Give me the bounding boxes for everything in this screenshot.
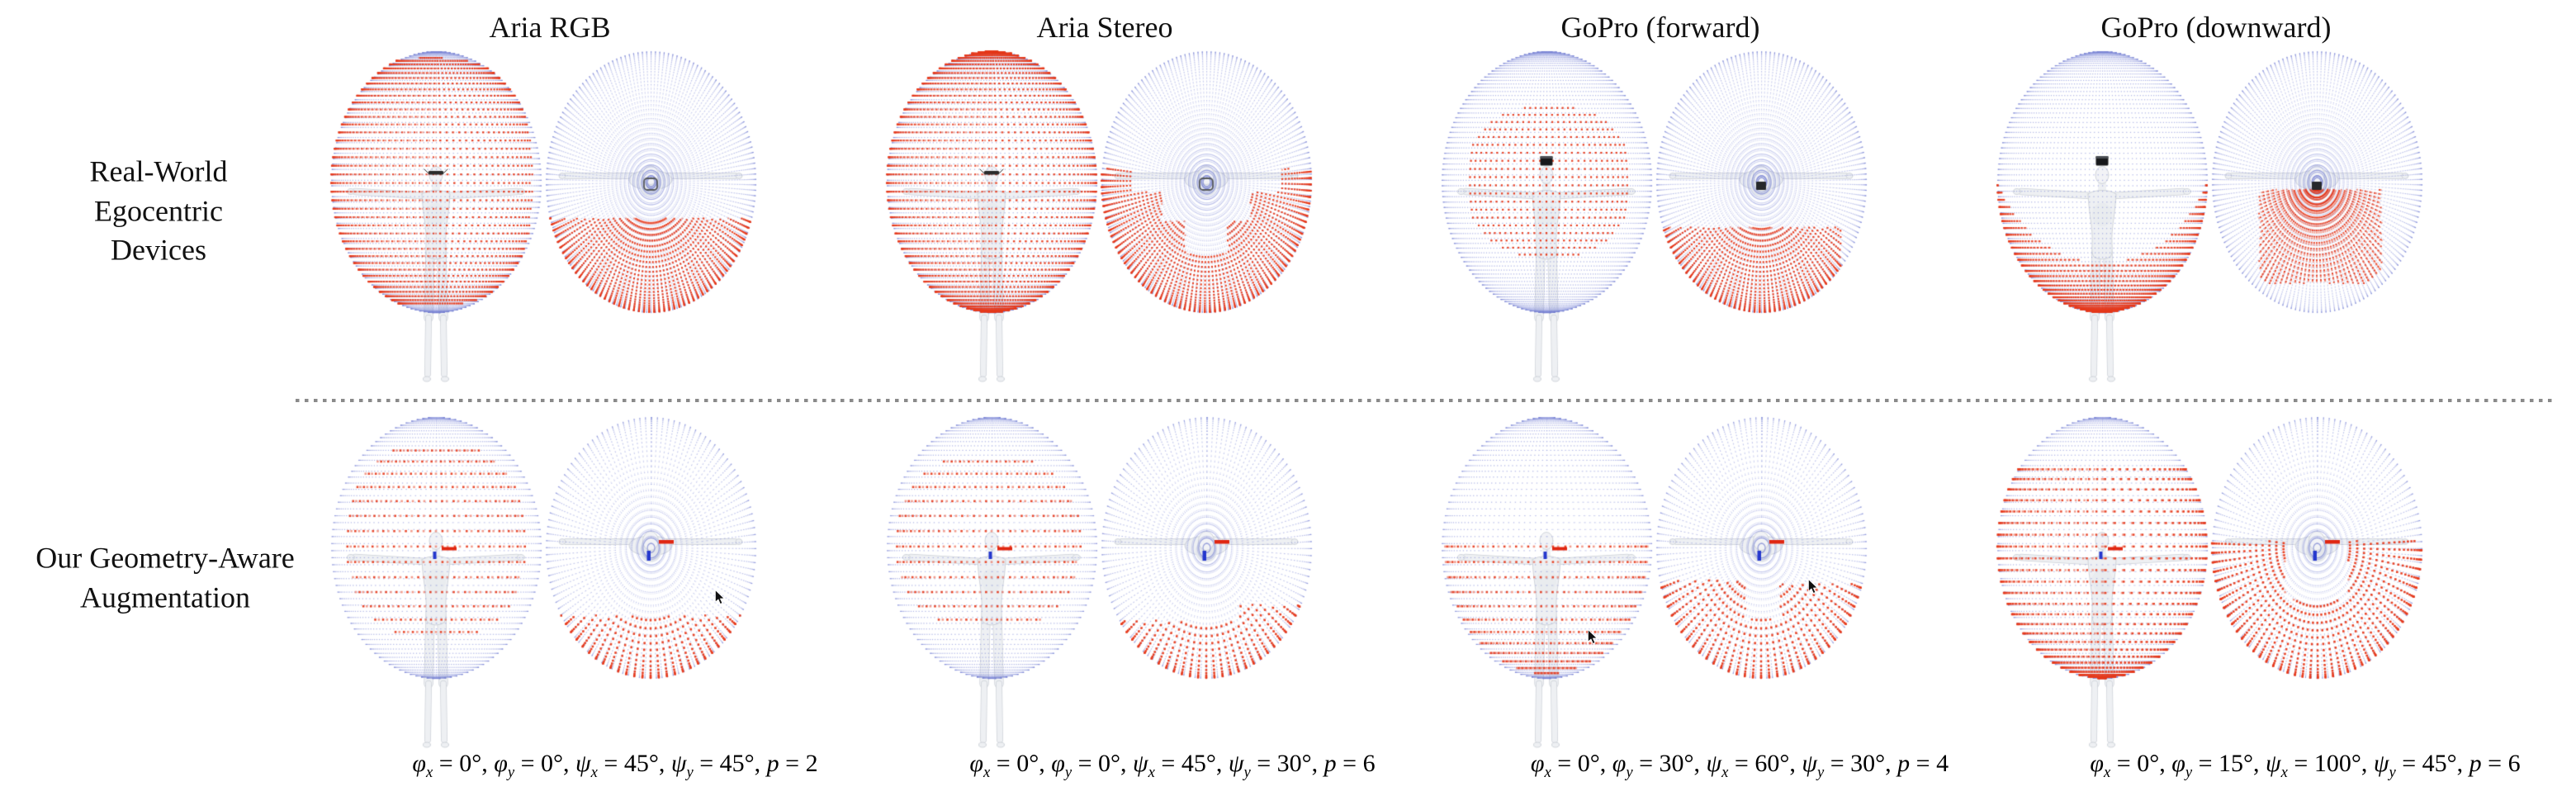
formula-symbol: p [1897, 750, 1911, 777]
panel-ours-aria-rgb-top-view [519, 411, 783, 762]
row-label-real-world-egocentric-devices: Real-World Egocentric Devices [89, 153, 227, 271]
formula-symbol: p [2469, 750, 2482, 777]
column-header-gopro-downward: GoPro (downward) [2100, 11, 2332, 44]
column-header-aria-stereo: Aria Stereo [1036, 11, 1173, 44]
panel-real-world-gopro-downward-top-view [2185, 45, 2449, 396]
formula-value: = 6 [2481, 750, 2521, 777]
row-label-line: Egocentric [94, 194, 223, 228]
panel-real-world-gopro-forward-top-view [1629, 45, 1893, 396]
row-label-line: Real-World [89, 154, 228, 188]
panel-real-world-aria-stereo-top-view [1074, 45, 1338, 396]
row-label-line: Augmentation [80, 580, 250, 614]
column-header-gopro-forward: GoPro (forward) [1560, 11, 1760, 44]
row-separator-dotted-line [296, 399, 2555, 402]
mouse-cursor-icon [1587, 628, 1598, 645]
panel-real-world-aria-rgb-top-view [519, 45, 783, 396]
panel-ours-gopro-downward-top-view [2185, 411, 2449, 762]
formula-value: = 6 [1336, 750, 1376, 777]
row-label-line: Our Geometry-Aware [36, 541, 295, 575]
column-header-aria-rgb: Aria RGB [489, 11, 611, 44]
mouse-cursor-icon [714, 589, 726, 605]
panel-ours-aria-stereo-top-view [1074, 411, 1338, 762]
formula-value: = 2 [779, 750, 818, 777]
row-label-line: Devices [111, 233, 206, 267]
formula-value: = 4 [1910, 750, 1949, 777]
mouse-cursor-icon [1807, 578, 1819, 595]
row-label-our-geometry-aware-augmentation: Our Geometry-Aware Augmentation [36, 538, 295, 617]
panel-ours-gopro-forward-top-view [1629, 411, 1893, 762]
